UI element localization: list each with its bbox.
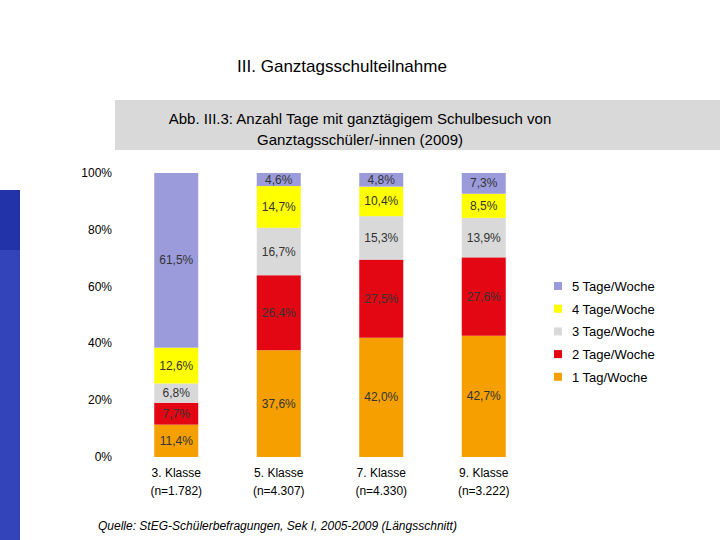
legend-swatch bbox=[554, 373, 562, 381]
text-line: 9. Klasse bbox=[459, 466, 509, 480]
data-labels: 11,4% 7,7% 6,8% 12,6% 61,5% 37,6% 26,4% 16,7% 14… bbox=[159, 173, 501, 448]
y-tick-label: 40% bbox=[88, 336, 112, 350]
bars bbox=[154, 173, 506, 457]
data-label: 7,7% bbox=[163, 407, 191, 421]
bar-segment bbox=[462, 173, 506, 194]
data-label: 15,3% bbox=[364, 231, 398, 245]
data-label: 4,8% bbox=[368, 173, 396, 187]
x-tick-label: 9. Klasse (n=3.222) bbox=[458, 466, 510, 498]
text-line: Ganztagsschüler/-innen (2009) bbox=[257, 131, 463, 148]
bar-segment bbox=[359, 260, 403, 338]
data-label: 27,6% bbox=[467, 290, 501, 304]
title-box bbox=[115, 100, 720, 150]
y-tick bbox=[118, 343, 122, 344]
legend-swatch bbox=[554, 305, 562, 313]
bar-segment bbox=[257, 186, 301, 228]
bar-segment bbox=[462, 194, 506, 218]
bar-segment bbox=[257, 275, 301, 350]
data-label: 8,5% bbox=[470, 199, 498, 213]
data-label: 26,4% bbox=[262, 306, 296, 320]
data-label: 13,9% bbox=[467, 231, 501, 245]
bar-segment bbox=[257, 228, 301, 275]
side-strip bbox=[0, 190, 20, 540]
bar-segment bbox=[462, 218, 506, 257]
data-label: 12,6% bbox=[159, 359, 193, 373]
data-label: 11,4% bbox=[160, 434, 193, 448]
text-line: (n=1.782) bbox=[150, 484, 202, 498]
legend-label: 1 Tag/Woche bbox=[572, 370, 647, 385]
data-label: 42,0% bbox=[364, 390, 398, 404]
text-line: (n=4.307) bbox=[253, 484, 305, 498]
text-line: Abb. III.3: Anzahl Tage mit ganztägigem … bbox=[169, 110, 551, 127]
data-label: 42,7% bbox=[467, 389, 501, 403]
bar-segment bbox=[359, 173, 403, 187]
data-label: 37,6% bbox=[262, 397, 296, 411]
bar-segment bbox=[257, 173, 301, 186]
legend-swatch bbox=[554, 350, 562, 358]
bar-segment bbox=[154, 403, 198, 425]
title: Abb. III.3: Anzahl Tage mit ganztägigem … bbox=[169, 110, 551, 148]
chart: III. Ganztagsschulteilnahme Abb. III.3: A… bbox=[0, 0, 720, 540]
text-line: 7. Klasse bbox=[357, 466, 407, 480]
bar-segment bbox=[257, 350, 301, 457]
text-line: 5. Klasse bbox=[254, 466, 304, 480]
y-tick bbox=[118, 457, 122, 458]
legend-label: 5 Tage/Woche bbox=[572, 279, 655, 294]
y-tick bbox=[118, 229, 122, 230]
x-tick-label: 7. Klasse (n=4.330) bbox=[355, 466, 407, 498]
text-line: (n=4.330) bbox=[355, 484, 407, 498]
bar-segment bbox=[462, 336, 506, 457]
text-line: 3. Klasse bbox=[152, 466, 202, 480]
legend-label: 3 Tage/Woche bbox=[572, 324, 655, 339]
legend-swatch bbox=[554, 282, 562, 290]
legend-label: 4 Tage/Woche bbox=[572, 302, 655, 317]
bar-segment bbox=[154, 425, 198, 457]
bar-segment bbox=[462, 257, 506, 335]
legend-swatch bbox=[554, 327, 562, 335]
y-tick-label: 100% bbox=[81, 166, 112, 180]
data-label: 16,7% bbox=[262, 245, 296, 259]
y-tick-label: 60% bbox=[88, 280, 112, 294]
x-tick-label: 5. Klasse (n=4.307) bbox=[253, 466, 305, 498]
source: Quelle: StEG-Schülerbefragungen, Sek I, … bbox=[98, 519, 457, 533]
data-label: 10,4% bbox=[364, 194, 398, 208]
y-tick bbox=[118, 286, 122, 287]
bar-segment bbox=[154, 348, 198, 384]
y-tick-label: 20% bbox=[88, 393, 112, 407]
bar-segment bbox=[359, 216, 403, 259]
y-tick-label: 0% bbox=[95, 450, 113, 464]
data-label: 6,8% bbox=[163, 386, 191, 400]
bar-segment bbox=[154, 173, 198, 348]
bar-segment bbox=[359, 187, 403, 217]
y-tick bbox=[118, 173, 122, 174]
data-label: 14,7% bbox=[262, 200, 296, 214]
bar-segment bbox=[359, 338, 403, 457]
side-strip-accent bbox=[0, 190, 20, 250]
data-label: 61,5% bbox=[159, 253, 193, 267]
data-label: 4,6% bbox=[265, 173, 293, 187]
y-tick-label: 80% bbox=[88, 223, 112, 237]
data-label: 7,3% bbox=[470, 176, 498, 190]
heading: III. Ganztagsschulteilnahme bbox=[237, 57, 447, 76]
bar-segment bbox=[154, 383, 198, 402]
legend-label: 2 Tage/Woche bbox=[572, 347, 655, 362]
y-tick bbox=[118, 400, 122, 401]
x-tick-label: 3. Klasse (n=1.782) bbox=[150, 466, 202, 498]
data-label: 27,5% bbox=[364, 292, 398, 306]
text-line: (n=3.222) bbox=[458, 484, 510, 498]
